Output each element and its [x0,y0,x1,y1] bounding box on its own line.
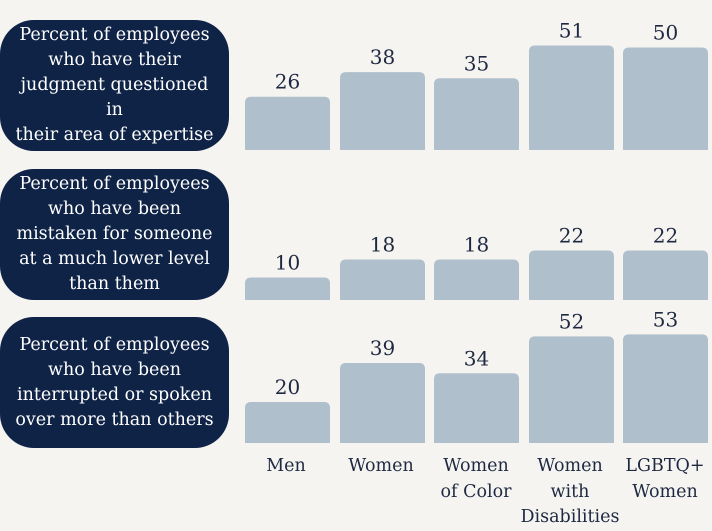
bar-interrupted-women [340,363,425,443]
value-label-interrupted-men: 20 [275,375,300,399]
bar-interrupted-women-of-color [434,373,519,443]
value-label-judgment-questioned-women: 38 [370,45,395,69]
bar-mistaken-lower-level-women-of-color [434,259,519,300]
value-label-judgment-questioned-men: 26 [275,70,300,94]
bar-judgment-questioned-men [245,96,330,150]
bar-interrupted-men [245,402,330,443]
bar-mistaken-lower-level-men [245,277,330,300]
value-label-mistaken-lower-level-women-with-disabilities: 22 [559,224,584,248]
value-label-interrupted-women-with-disabilities: 52 [559,309,584,333]
value-label-judgment-questioned-women-with-disabilities: 51 [559,18,584,42]
bar-interrupted-lgbtq-women [623,334,708,443]
value-label-judgment-questioned-women-of-color: 35 [464,51,489,75]
value-label-interrupted-lgbtq-women: 53 [653,307,678,331]
bar-mistaken-lower-level-lgbtq-women [623,250,708,300]
value-label-mistaken-lower-level-women-of-color: 18 [464,233,489,257]
bar-judgment-questioned-women-of-color [434,78,519,150]
bar-mistaken-lower-level-women [340,259,425,300]
bar-judgment-questioned-women [340,72,425,150]
value-label-judgment-questioned-lgbtq-women: 50 [653,21,678,45]
category-label-men: Men [266,456,306,476]
value-label-mistaken-lower-level-women: 18 [370,233,395,257]
row-label-interrupted: Percent of employees who have been inter… [0,317,229,448]
row-label-mistaken-lower-level: Percent of employees who have been mista… [0,169,229,300]
value-label-interrupted-women: 39 [370,336,395,360]
category-label-women-of-color: Women of Color [440,456,512,502]
bar-judgment-questioned-women-with-disabilities [529,45,614,151]
value-label-mistaken-lower-level-men: 10 [275,251,300,275]
bar-judgment-questioned-lgbtq-women [623,47,708,150]
value-label-mistaken-lower-level-lgbtq-women: 22 [653,224,678,248]
value-label-interrupted-women-of-color: 34 [464,346,489,370]
bar-interrupted-women-with-disabilities [529,336,614,443]
category-label-women: Women [348,456,414,476]
category-label-women-with-disabilities: Women with Disabilities [520,456,620,527]
bar-mistaken-lower-level-women-with-disabilities [529,250,614,300]
row-label-judgment-questioned: Percent of employees who have their judg… [0,20,229,151]
category-label-lgbtq-women: LGBTQ+ Women [625,456,705,502]
